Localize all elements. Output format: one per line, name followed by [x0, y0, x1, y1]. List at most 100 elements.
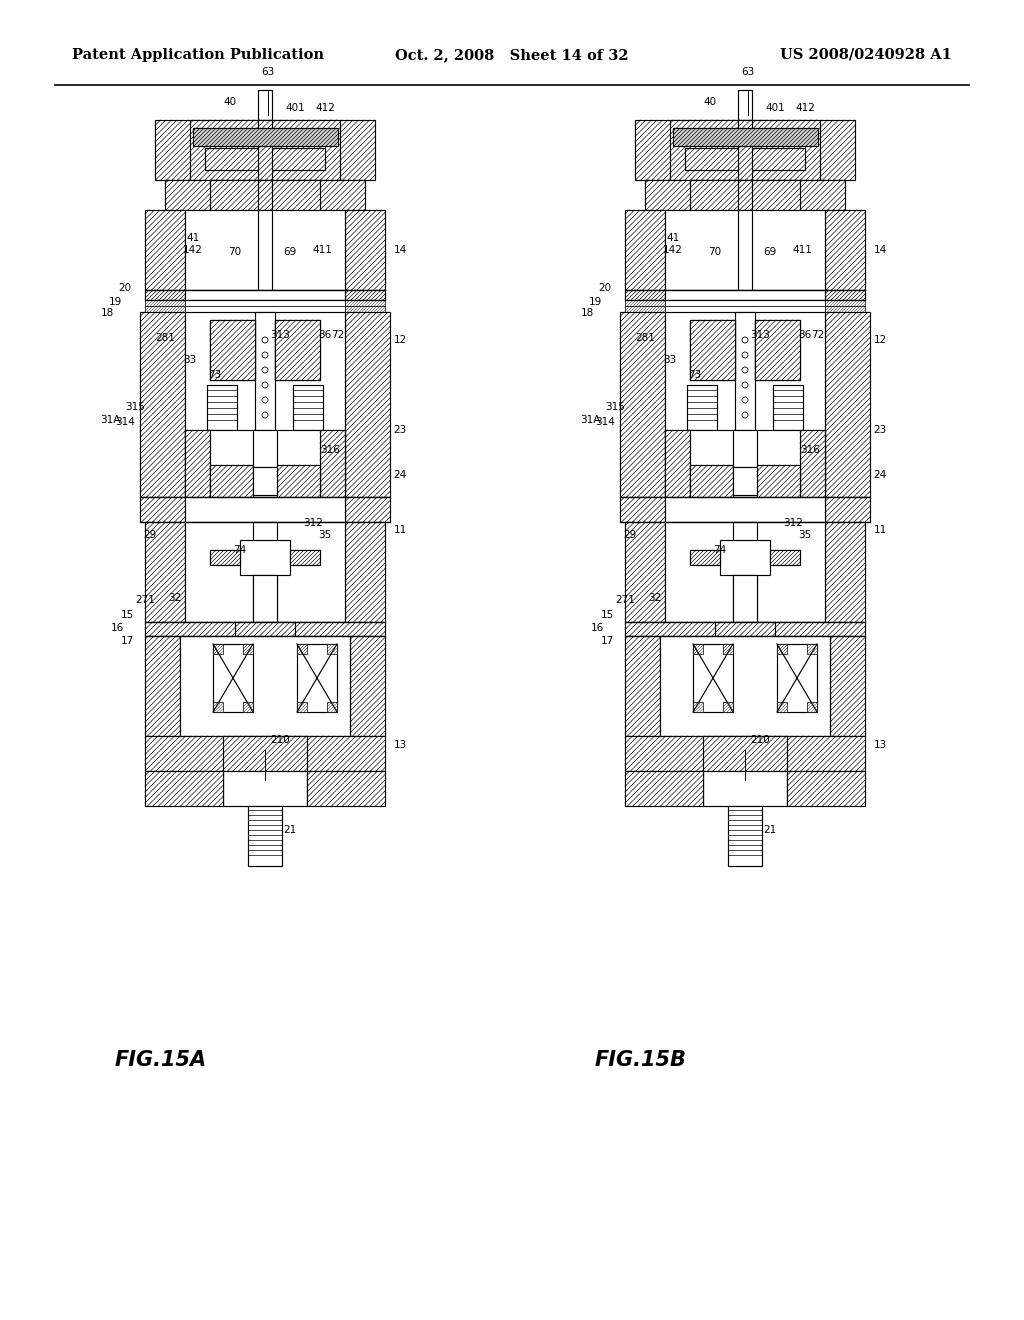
Text: 40: 40	[223, 96, 237, 107]
Text: 11: 11	[393, 525, 407, 535]
Text: 12: 12	[873, 335, 887, 345]
Bar	[185, 430, 210, 498]
Bar	[145, 210, 185, 290]
Bar	[185, 521, 345, 622]
Bar	[703, 771, 787, 807]
Bar	[825, 306, 865, 312]
Text: 21: 21	[284, 825, 297, 836]
Text: 312: 312	[783, 517, 803, 528]
Text: 20: 20	[119, 282, 131, 293]
Bar	[825, 521, 865, 622]
Circle shape	[742, 412, 748, 418]
Text: Oct. 2, 2008   Sheet 14 of 32: Oct. 2, 2008 Sheet 14 of 32	[395, 48, 629, 62]
Text: 15: 15	[121, 610, 133, 620]
Bar	[703, 737, 787, 771]
Text: 29: 29	[624, 531, 637, 540]
Text: 313: 313	[270, 330, 290, 341]
Bar	[625, 622, 865, 636]
Text: 314: 314	[595, 417, 615, 426]
Bar	[210, 550, 240, 565]
Bar	[733, 521, 757, 622]
Bar	[777, 702, 787, 711]
Bar	[685, 148, 805, 170]
Bar	[185, 306, 345, 312]
Bar	[625, 521, 665, 622]
Text: 35: 35	[799, 531, 812, 540]
Text: 142: 142	[183, 246, 203, 255]
Bar	[248, 807, 282, 866]
Bar	[145, 771, 223, 807]
Bar	[185, 498, 345, 521]
Bar	[693, 644, 733, 711]
Bar	[243, 644, 253, 653]
Circle shape	[742, 337, 748, 343]
Text: 29: 29	[143, 531, 157, 540]
Bar	[825, 210, 865, 290]
Text: 314: 314	[115, 417, 135, 426]
Bar	[253, 521, 278, 622]
Bar	[690, 319, 735, 380]
Bar	[297, 644, 307, 653]
Bar	[645, 180, 845, 210]
Bar	[185, 290, 345, 300]
Text: 63: 63	[741, 67, 755, 77]
Bar	[234, 622, 295, 636]
Bar	[319, 430, 345, 498]
Circle shape	[262, 352, 268, 358]
Bar	[145, 521, 185, 622]
Bar	[807, 644, 817, 653]
Text: 72: 72	[332, 330, 345, 341]
Text: 72: 72	[811, 330, 824, 341]
Bar	[210, 430, 319, 498]
Text: 63: 63	[261, 67, 274, 77]
Bar	[825, 312, 870, 498]
Bar	[733, 430, 757, 498]
Text: 20: 20	[598, 282, 611, 293]
Bar	[293, 385, 323, 430]
Text: 18: 18	[100, 308, 114, 318]
Text: 210: 210	[751, 735, 770, 744]
Bar	[145, 622, 385, 636]
Bar	[140, 312, 185, 498]
Bar	[673, 128, 818, 147]
Bar	[297, 702, 307, 711]
Circle shape	[742, 352, 748, 358]
Bar	[625, 636, 660, 737]
Bar	[145, 306, 185, 312]
Text: 41: 41	[186, 234, 200, 243]
Bar	[690, 430, 800, 498]
Bar	[327, 702, 337, 711]
Bar	[258, 90, 272, 125]
Bar	[185, 312, 345, 498]
Bar	[307, 771, 385, 807]
Text: 70: 70	[228, 247, 242, 257]
Bar	[755, 319, 800, 380]
Text: 33: 33	[183, 355, 197, 366]
Bar	[253, 576, 278, 622]
Text: 412: 412	[795, 103, 815, 114]
Bar	[620, 312, 665, 498]
Text: 19: 19	[589, 297, 602, 308]
Text: 31A: 31A	[99, 414, 120, 425]
Bar	[733, 576, 757, 622]
Bar	[258, 120, 272, 180]
Bar	[145, 636, 180, 737]
Bar	[693, 702, 703, 711]
Text: 41: 41	[667, 234, 680, 243]
Text: 74: 74	[714, 545, 727, 554]
Bar	[715, 622, 775, 636]
Circle shape	[262, 381, 268, 388]
Bar	[693, 644, 703, 653]
Text: 70: 70	[709, 247, 722, 257]
Bar	[213, 644, 223, 653]
Bar	[193, 128, 338, 147]
Bar	[185, 300, 345, 306]
Bar	[625, 290, 665, 300]
Text: 210: 210	[270, 735, 290, 744]
Bar	[728, 807, 762, 866]
Bar	[345, 300, 385, 306]
Bar	[735, 312, 755, 498]
Bar	[180, 636, 350, 737]
Text: 313: 313	[750, 330, 770, 341]
Bar	[665, 521, 825, 622]
